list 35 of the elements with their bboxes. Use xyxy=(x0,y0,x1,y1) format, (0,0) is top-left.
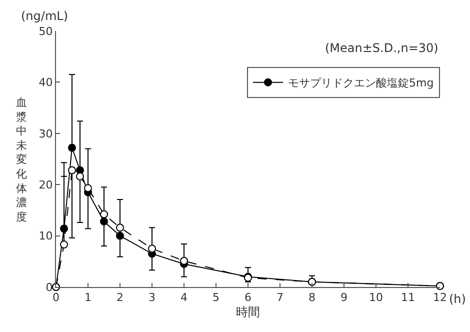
x-tick-label: 6 xyxy=(244,291,252,304)
point xyxy=(180,256,188,265)
y-tick-label: 0 xyxy=(46,280,53,294)
x-tick-label: 11 xyxy=(401,291,415,304)
text: 血漿中未変化体濃度 xyxy=(16,96,27,224)
x-tick-label: 8 xyxy=(308,291,316,304)
y-tick-label: 20 xyxy=(38,178,53,192)
text: (h) xyxy=(449,292,466,306)
point xyxy=(68,166,76,174)
x-tick-label: 10 xyxy=(369,291,383,304)
point xyxy=(84,184,92,192)
x-tick-label: 12 xyxy=(433,291,447,304)
point xyxy=(100,210,108,218)
x-tick-label: 1 xyxy=(84,291,92,304)
y-tick-label: 40 xyxy=(38,76,53,90)
x-tick-label: 3 xyxy=(148,291,156,304)
point xyxy=(116,224,124,232)
point xyxy=(116,232,124,240)
point xyxy=(76,172,84,180)
y-tick-label: 50 xyxy=(38,24,53,38)
annotation: (Mean±S.D.,n=30) xyxy=(325,41,438,55)
point xyxy=(148,244,156,253)
legend-label: モサプリドクエン酸塩錠5mg xyxy=(288,76,434,90)
point xyxy=(68,144,76,152)
x-tick-label: 5 xyxy=(212,291,220,304)
y-tick-label: 30 xyxy=(38,127,53,140)
point xyxy=(60,240,68,248)
x-axis-title: 時間 xyxy=(236,305,260,320)
x-tick-label: 2 xyxy=(116,291,124,304)
text: (ng/mL) xyxy=(21,9,68,23)
x-tick-label: 9 xyxy=(340,291,348,304)
y-tick-label: 10 xyxy=(38,230,53,243)
x-tick-label: 4 xyxy=(180,291,188,304)
x-tick-label: 7 xyxy=(276,291,284,304)
point xyxy=(100,217,108,226)
